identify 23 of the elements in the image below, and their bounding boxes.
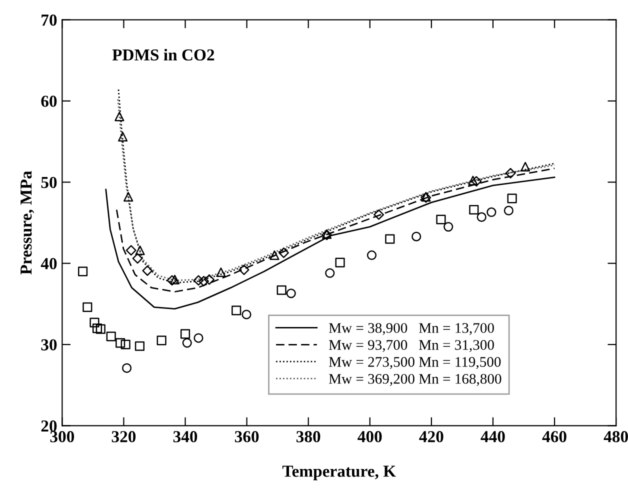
x-tick-label: 300 bbox=[50, 431, 74, 442]
y-tick-label: 20 bbox=[41, 420, 57, 432]
x-tick-label: 440 bbox=[480, 431, 505, 442]
y-tick-label: 70 bbox=[42, 14, 57, 26]
x-tick-label: 380 bbox=[296, 431, 320, 442]
legend-label: Mw = 93,700 Mn = 31,300 bbox=[328, 340, 494, 352]
legend-label: Mw = 369,200 Mn = 168,800 bbox=[328, 374, 502, 386]
y-tick-label: 50 bbox=[41, 176, 57, 188]
y-tick-label: 60 bbox=[41, 96, 57, 107]
legend-label: Mw = 273,500 Mn = 119,500 bbox=[328, 357, 501, 369]
y-tick-label: 30 bbox=[41, 339, 57, 350]
y-tick-label: 40 bbox=[40, 258, 57, 270]
x-tick-label: 320 bbox=[112, 431, 136, 442]
x-tick-label: 420 bbox=[419, 431, 444, 442]
x-tick-label: 360 bbox=[234, 431, 259, 442]
text: PDMS in CO2 bbox=[112, 48, 214, 61]
x-axis-title: Temperature, K bbox=[282, 466, 396, 480]
x-tick-label: 340 bbox=[173, 431, 198, 442]
x-tick-label: 400 bbox=[358, 431, 382, 442]
x-tick-label: 460 bbox=[542, 431, 566, 442]
x-tick-label: 480 bbox=[604, 431, 628, 442]
legend-label: Mw = 38,900 Mn = 13,700 bbox=[328, 323, 494, 336]
y-axis-title: Pressure, MPa bbox=[20, 171, 34, 274]
